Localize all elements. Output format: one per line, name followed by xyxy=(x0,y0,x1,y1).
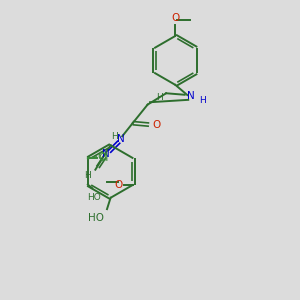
Text: N: N xyxy=(102,149,110,159)
Text: HO: HO xyxy=(88,213,104,223)
Text: N: N xyxy=(117,134,125,144)
Text: N: N xyxy=(187,91,195,101)
Text: H: H xyxy=(156,93,163,102)
Text: O: O xyxy=(114,180,123,190)
Text: Cl: Cl xyxy=(98,152,108,162)
Text: O: O xyxy=(152,120,160,130)
Text: H: H xyxy=(199,96,206,105)
Text: HO: HO xyxy=(87,193,101,202)
Text: O: O xyxy=(171,13,179,23)
Text: H: H xyxy=(111,132,118,141)
Text: Cl: Cl xyxy=(99,153,109,164)
Text: H: H xyxy=(84,171,91,180)
